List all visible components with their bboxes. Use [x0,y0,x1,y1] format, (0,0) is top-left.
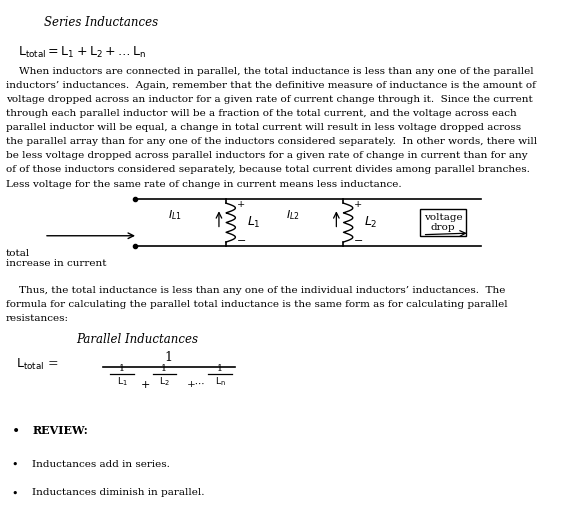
Text: 1: 1 [119,364,125,373]
Text: of of those inductors considered separately, because total current divides among: of of those inductors considered separat… [6,166,529,175]
Text: $\mathrm{L_1}$: $\mathrm{L_1}$ [117,376,127,388]
Text: +: + [237,200,245,209]
Text: $\mathrm{L_n}$: $\mathrm{L_n}$ [215,376,225,388]
Text: be less voltage dropped across parallel inductors for a given rate of change in : be less voltage dropped across parallel … [6,151,528,160]
Text: −: − [237,236,246,246]
Text: +···: +··· [187,380,205,389]
Text: Series Inductances: Series Inductances [44,16,158,29]
Text: REVIEW:: REVIEW: [32,426,88,437]
Text: inductors’ inductances.  Again, remember that the definitive measure of inductan: inductors’ inductances. Again, remember … [6,81,536,90]
Text: •: • [12,460,18,470]
Text: $\mathrm{L_2}$: $\mathrm{L_2}$ [159,376,170,388]
Text: $L_1$: $L_1$ [247,215,260,230]
Text: +: + [354,200,362,209]
Text: $I_{L1}$: $I_{L1}$ [168,208,182,221]
Text: total
increase in current: total increase in current [6,249,106,268]
Text: Inductances add in series.: Inductances add in series. [32,460,170,469]
Text: Thus, the total inductance is less than any one of the individual inductors’ ind: Thus, the total inductance is less than … [6,286,505,295]
Text: −: − [354,236,363,246]
Text: voltage
drop: voltage drop [424,213,463,232]
Text: 1: 1 [161,364,167,373]
Text: the parallel array than for any one of the inductors considered separately.  In : the parallel array than for any one of t… [6,137,537,146]
Text: $\mathrm{L_{total} = L_1 + L_2 + \ldots\, L_n}$: $\mathrm{L_{total} = L_1 + L_2 + \ldots\… [18,45,146,60]
Text: formula for calculating the parallel total inductance is the same form as for ca: formula for calculating the parallel tot… [6,300,508,309]
Text: $L_2$: $L_2$ [364,215,377,230]
Text: Parallel Inductances: Parallel Inductances [76,333,198,346]
Text: $I_{L2}$: $I_{L2}$ [286,208,299,221]
Text: resistances:: resistances: [6,314,69,323]
Text: 1: 1 [217,364,223,373]
Text: Less voltage for the same rate of change in current means less inductance.: Less voltage for the same rate of change… [6,179,402,189]
Text: through each parallel inductor will be a fraction of the total current, and the : through each parallel inductor will be a… [6,109,517,118]
Text: $\mathrm{L_{total}}$ =: $\mathrm{L_{total}}$ = [16,357,59,372]
Text: 1: 1 [165,351,173,365]
Text: •: • [12,426,20,439]
Text: Inductances diminish in parallel.: Inductances diminish in parallel. [32,489,205,498]
Text: When inductors are connected in parallel, the total inductance is less than any : When inductors are connected in parallel… [6,67,534,76]
Text: •: • [12,489,18,499]
Text: parallel inductor will be equal, a change in total current will result in less v: parallel inductor will be equal, a chang… [6,123,521,132]
Text: +: + [140,380,150,390]
Text: voltage dropped across an inductor for a given rate of current change through it: voltage dropped across an inductor for a… [6,95,532,104]
